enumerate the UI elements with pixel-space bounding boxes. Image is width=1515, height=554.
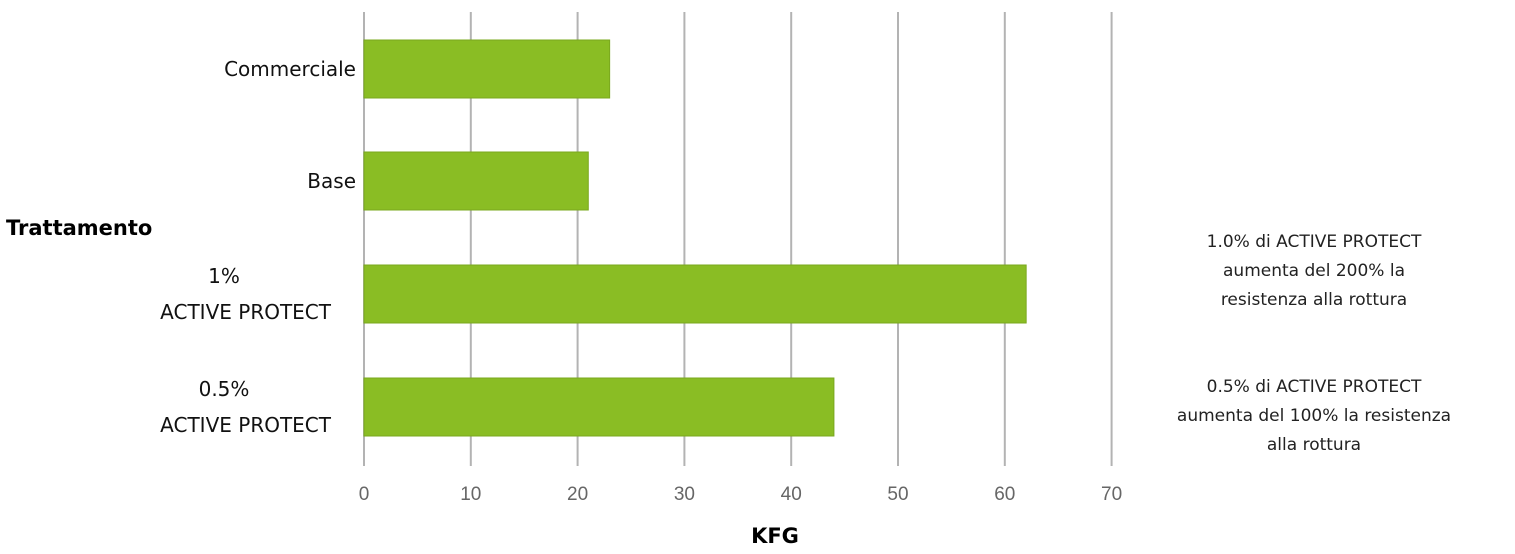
category-labels: Commerciale Base 1% ACTIVE PROTECT 0.5% ACTIV… bbox=[160, 57, 356, 437]
x-tick-label: 0 bbox=[359, 484, 370, 505]
annotation-2: 0.5% di ACTIVE PROTECT aumenta del 100% … bbox=[1134, 373, 1494, 460]
bar bbox=[363, 151, 589, 211]
annotation-1-line-3: resistenza alla rottura bbox=[1220, 290, 1408, 310]
category-label: Base bbox=[307, 169, 356, 193]
y-axis-title: Trattamento bbox=[6, 216, 153, 240]
bar bbox=[363, 39, 611, 99]
category-label: 0.5% bbox=[199, 377, 250, 401]
annotation-1: 1.0% di ACTIVE PROTECT aumenta del 200% … bbox=[1134, 228, 1494, 315]
x-tick-labels: 0 10 20 30 40 50 60 70 bbox=[359, 484, 1122, 505]
x-tick-label: 60 bbox=[994, 484, 1015, 505]
bar bbox=[363, 377, 835, 437]
category-label: Commerciale bbox=[224, 57, 356, 81]
x-tick-label: 30 bbox=[674, 484, 695, 505]
annotation-2-line-1: 0.5% di ACTIVE PROTECT bbox=[1206, 377, 1422, 397]
category-label: ACTIVE PROTECT bbox=[160, 300, 332, 324]
x-axis-title: KFG bbox=[751, 524, 799, 548]
category-label: ACTIVE PROTECT bbox=[160, 413, 332, 437]
x-tick-label: 40 bbox=[781, 484, 802, 505]
category-label: 1% bbox=[208, 264, 240, 288]
annotation-1-line-2: aumenta del 200% la bbox=[1223, 261, 1405, 281]
x-tick-label: 70 bbox=[1101, 484, 1122, 505]
x-tick-label: 50 bbox=[887, 484, 908, 505]
annotation-2-line-3: alla rottura bbox=[1266, 435, 1362, 455]
annotation-1-line-1: 1.0% di ACTIVE PROTECT bbox=[1206, 232, 1422, 252]
x-tick-label: 10 bbox=[460, 484, 481, 505]
x-tick-label: 20 bbox=[567, 484, 588, 505]
bars bbox=[363, 39, 1027, 437]
bar bbox=[363, 264, 1027, 324]
annotation-2-line-2: aumenta del 100% la resistenza bbox=[1176, 406, 1452, 426]
